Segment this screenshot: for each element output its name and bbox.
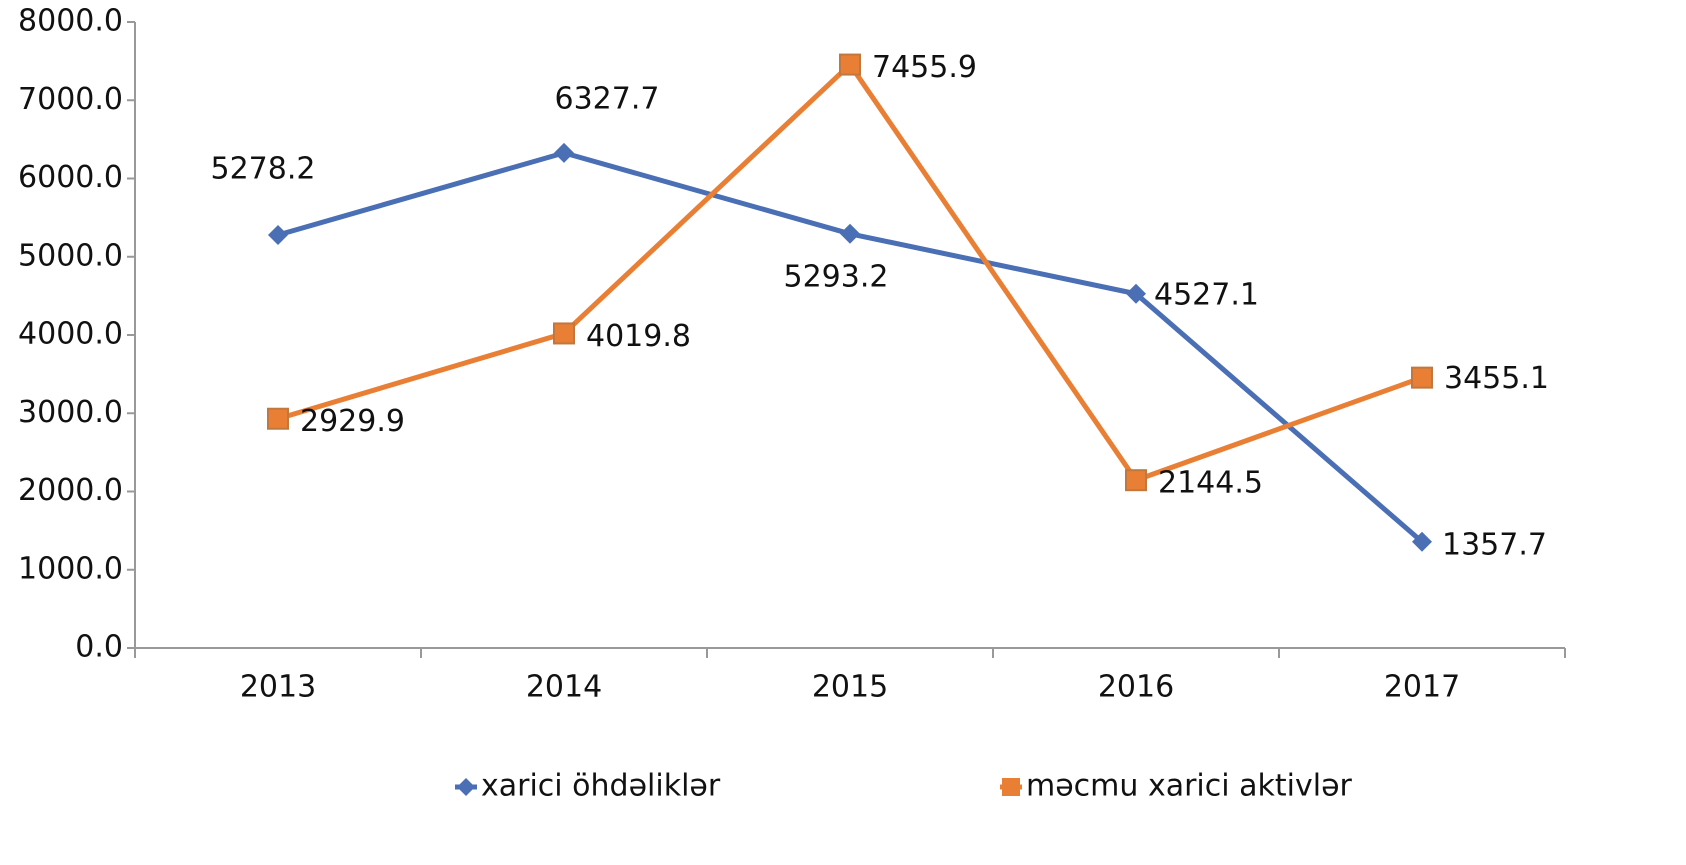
data-label: 1357.7 bbox=[1442, 527, 1547, 562]
data-label: 4527.1 bbox=[1154, 277, 1259, 312]
y-tick-label: 7000.0 bbox=[18, 82, 123, 117]
point bbox=[1411, 366, 1433, 389]
x-tick-label: 2015 bbox=[812, 670, 888, 705]
data-label: 2929.9 bbox=[300, 404, 405, 439]
x-tick-label: 2014 bbox=[526, 670, 602, 705]
point bbox=[1126, 283, 1146, 304]
point bbox=[1125, 469, 1147, 492]
x-tick-label: 2016 bbox=[1098, 670, 1174, 705]
data-label: 6327.7 bbox=[555, 81, 660, 116]
legend-marker bbox=[457, 778, 475, 796]
point bbox=[267, 407, 289, 430]
y-tick-label: 8000.0 bbox=[18, 4, 123, 39]
y-tick-label: 3000.0 bbox=[18, 395, 123, 430]
data-label: 5293.2 bbox=[784, 259, 889, 294]
point bbox=[839, 53, 861, 76]
y-tick-label: 6000.0 bbox=[18, 160, 123, 195]
legend-label: xarici öhdəliklər bbox=[481, 769, 721, 804]
point bbox=[553, 322, 575, 345]
data-label: 4019.8 bbox=[586, 319, 691, 354]
point bbox=[840, 223, 860, 244]
point bbox=[1412, 531, 1432, 552]
y-tick-label: 0.0 bbox=[75, 630, 123, 665]
legend-marker bbox=[1002, 778, 1020, 796]
x-tick-label: 2017 bbox=[1384, 670, 1460, 705]
x-tick-label: 2013 bbox=[240, 670, 316, 705]
data-label: 2144.5 bbox=[1158, 466, 1263, 501]
y-tick-label: 1000.0 bbox=[18, 551, 123, 586]
data-label: 3455.1 bbox=[1444, 361, 1549, 396]
data-label: 7455.9 bbox=[872, 50, 977, 85]
point bbox=[554, 142, 574, 163]
y-tick-label: 5000.0 bbox=[18, 238, 123, 273]
legend-label: məcmu xarici aktivlər bbox=[1026, 769, 1353, 804]
y-tick-label: 4000.0 bbox=[18, 317, 123, 352]
point bbox=[268, 224, 288, 245]
data-label: 5278.2 bbox=[211, 151, 316, 186]
y-tick-label: 2000.0 bbox=[18, 473, 123, 508]
